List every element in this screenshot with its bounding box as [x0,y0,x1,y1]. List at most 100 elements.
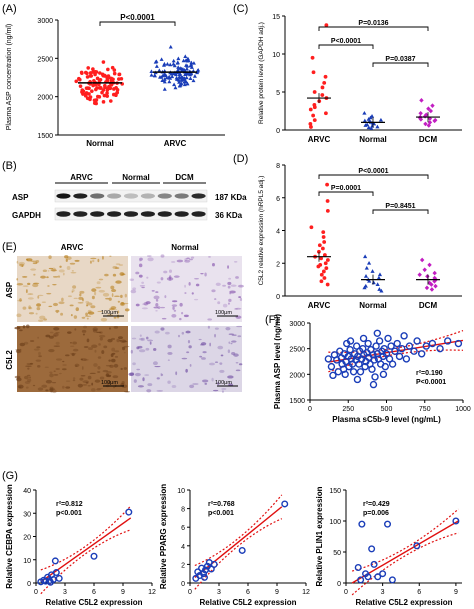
histology-cell [67,295,72,298]
significance-bracket [318,174,429,179]
histology-cell [204,272,207,277]
data-point [200,570,208,578]
histology-cell [87,375,92,380]
data-point [310,55,315,60]
histology-cell [67,331,72,334]
histology-cell [65,380,71,382]
data-point [427,262,432,268]
histology-cell [155,302,159,307]
histology-cell [120,383,125,387]
histology-cell [19,329,23,332]
histology-cell [49,371,53,374]
data-point [426,123,432,128]
x-tick-label: 0 [344,589,348,596]
histology-cell [81,366,84,370]
data-point [95,76,100,81]
data-point [281,500,289,508]
data-point [452,517,460,525]
data-point [432,270,437,276]
y-axis-label: C5L2 relative expression (hRPL5 adj.) [258,176,265,286]
histology-cell [220,354,224,357]
histology-cell [186,257,190,260]
x-axis-label: Relative C5L2 expression [356,598,453,607]
histology-cell [35,261,38,264]
histology-cell [46,276,49,279]
data-point [85,96,90,101]
data-point [410,347,418,355]
histology-cell [235,276,239,279]
histology-cell [30,268,37,271]
data-point [114,86,118,90]
histology-cell [33,273,36,276]
y-tick-label: 30 [23,511,31,518]
data-point [321,269,326,274]
histology-cell [22,306,27,310]
x-tick-label: 1000 [455,406,471,413]
data-point [160,78,165,83]
data-point [319,272,324,277]
histology-cell [153,295,160,300]
data-point [47,578,55,586]
histology-cell [222,284,226,287]
histology-cell [55,332,60,334]
histology-cell [188,345,192,349]
histology-cell [93,291,97,296]
histology-column-label: ARVC [61,243,84,252]
histology-cell [107,380,111,384]
histology-cell [138,259,142,262]
axes-C: 0 5 10 15 Relative protein level (GAPDH adj.… [258,14,462,144]
significance-bracket [372,62,429,67]
histology-cell [194,298,199,301]
confidence-band-lower [194,518,283,590]
data-point [418,117,424,122]
histology-cell [37,295,40,299]
histology-cell [112,375,119,379]
histology-cell [137,385,144,388]
histology-cell [46,292,52,295]
data-point [149,73,154,77]
p-value-label: P=0.0136 [358,20,388,27]
data-point [419,98,424,103]
histology-image: 100μm [16,255,130,322]
x-tick-label: 6 [246,589,250,596]
y-tick-label: 0 [276,294,280,301]
data-point [329,371,337,380]
data-point [370,560,378,568]
histology-cell [119,302,125,307]
histology-background [17,326,128,392]
histology-cell [138,337,144,341]
histology-cell [97,371,101,373]
scale-bar-label: 100μm [215,380,232,386]
data-point [372,342,380,350]
data-point [428,108,434,114]
y-tick-label: 10 [272,52,280,59]
histology-cell [26,258,29,261]
histology-cell [139,257,143,261]
p-value-label: P<0.0001 [358,168,388,175]
y-tick-label: 10 [177,488,185,495]
histology-cell [132,287,137,291]
histology-cell [101,255,104,260]
histology-cell [82,298,84,302]
histology-cell [27,282,31,286]
histology-cell [72,341,77,345]
data-point [430,103,435,108]
histology-cell [167,351,173,355]
histology-cell [141,281,144,284]
x-category-label: ARVC [308,301,331,310]
r-squared-label: r²=0.812 [56,501,83,508]
data-point [323,261,328,266]
x-category-label: Normal [359,301,387,310]
histology-cell [71,353,75,357]
histology-cell [72,379,76,382]
data-point [116,77,121,81]
histology-cell [48,267,54,270]
data-point [94,101,98,106]
data-point [388,576,396,584]
histology-image: 100μm [14,324,131,394]
data-point [84,86,89,90]
histology-cell [61,368,67,371]
histology-cell [88,347,93,351]
histology-cell [95,286,102,289]
histology-cell [74,365,78,367]
